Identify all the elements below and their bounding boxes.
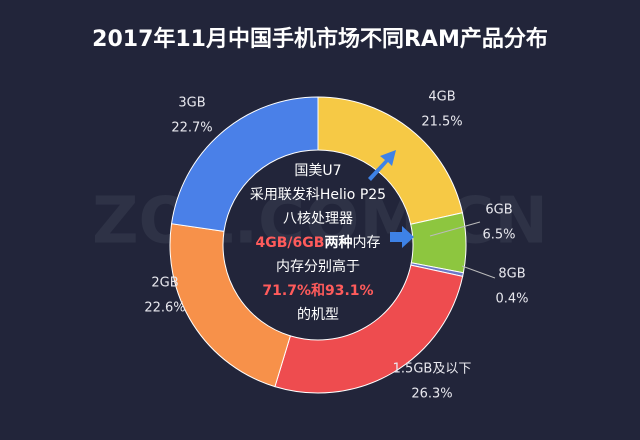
category-label: 4GB	[428, 90, 455, 105]
category-label: 6GB	[485, 203, 512, 218]
watermark: ZOL.COM.CN	[92, 185, 548, 259]
category-label: 3GB	[178, 96, 205, 111]
arrow	[390, 226, 414, 248]
value-label: 21.5%	[421, 115, 462, 130]
center-text: 八核处理器	[283, 211, 353, 227]
center-text: 71.7%和93.1%	[262, 283, 373, 299]
donut-segment	[274, 264, 464, 394]
chart-title: 2017年11月中国手机市场不同RAM产品分布	[92, 26, 548, 52]
center-text: 采用联发科Helio P25	[250, 187, 386, 203]
category-label: 8GB	[498, 267, 525, 282]
value-label: 26.3%	[411, 387, 452, 402]
center-text: 的机型	[297, 307, 339, 323]
arrow	[368, 150, 396, 181]
category-label: 2GB	[151, 276, 178, 291]
center-text-part: 的机型	[297, 307, 339, 323]
value-label: 0.4%	[495, 292, 528, 307]
value-label: 22.7%	[171, 121, 212, 136]
center-text-part: 内存分别高于	[276, 258, 360, 275]
center-text-part: 4GB/6GB	[256, 235, 325, 251]
donut-segment	[170, 96, 319, 232]
center-text: 国美U7	[294, 163, 341, 179]
center-text-part: 71.7%和93.1%	[262, 283, 373, 299]
leader-line	[461, 265, 496, 279]
center-text-part: 八核处理器	[283, 211, 353, 227]
category-label: 1.5GB及以下	[393, 362, 472, 377]
center-text-part: 国美U7	[294, 163, 341, 179]
center-text-part: 两种	[324, 234, 352, 251]
value-label: 6.5%	[482, 228, 515, 243]
center-text: 内存分别高于	[276, 258, 360, 275]
leader-line	[429, 221, 481, 237]
center-text: 4GB/6GB两种内存	[256, 234, 381, 251]
center-text-part: 采用联发科Helio P25	[250, 187, 386, 203]
value-label: 22.6%	[144, 301, 185, 316]
center-text-part: 内存	[352, 235, 380, 251]
